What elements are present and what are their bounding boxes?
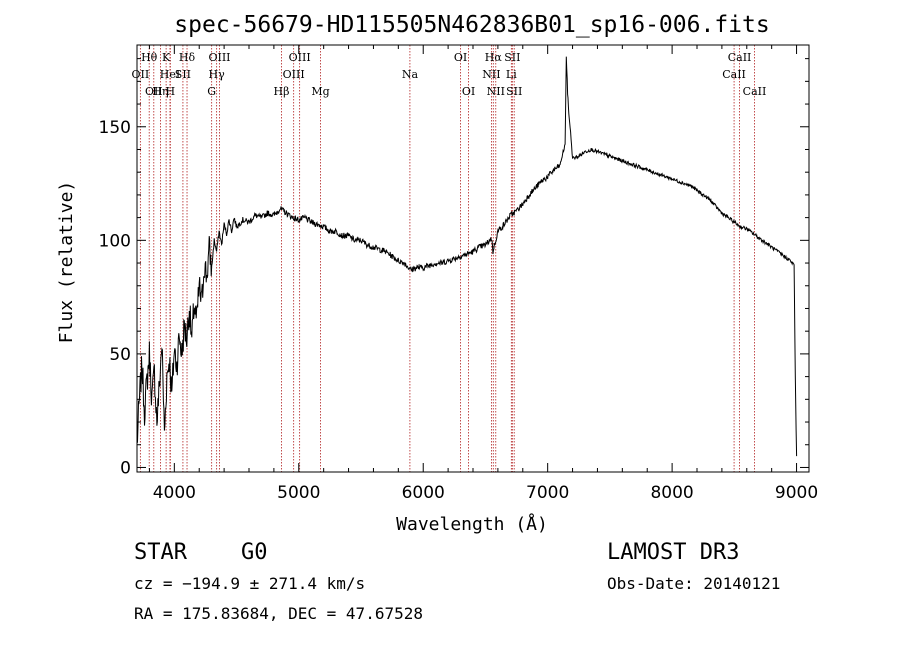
line-label-Li: Li xyxy=(506,68,517,81)
line-label-Mg: Mg xyxy=(311,85,329,98)
redshift-readout: cz = −194.9 ± 271.4 km/s xyxy=(134,574,366,593)
observation-date: Obs-Date: 20140121 xyxy=(607,574,781,593)
line-label-OI-6364: OI xyxy=(462,85,475,98)
line-label-OI-6300: OI xyxy=(454,51,467,64)
y-tick-label: 0 xyxy=(120,458,131,478)
object-class: STAR xyxy=(134,540,187,565)
line-label-HeI: HeI xyxy=(160,68,180,81)
line-label-SII-6716: SII xyxy=(504,51,520,64)
emission-line-markers xyxy=(139,45,755,472)
line-label-H: H xyxy=(166,85,176,98)
line-label-NII-6583: NII xyxy=(487,85,505,98)
x-tick-label: 8000 xyxy=(650,483,693,503)
object-subclass: G0 xyxy=(241,540,268,565)
line-label-SII-6731: SII xyxy=(506,85,522,98)
flux-series-line xyxy=(136,56,798,457)
line-label-OIII-4363: OIII xyxy=(208,51,230,64)
x-tick-label: 5000 xyxy=(277,483,320,503)
x-tick-label: 4000 xyxy=(153,483,196,503)
survey-name: LAMOST DR3 xyxy=(607,540,740,565)
line-label-CaII-8542: CaII xyxy=(728,51,752,64)
line-label-H-theta: Hθ xyxy=(141,51,158,64)
line-label-SII-4069: SII xyxy=(175,68,191,81)
line-label-CaII-8662: CaII xyxy=(743,85,767,98)
line-label-K: K xyxy=(162,51,171,64)
line-label-H-eta: Hη xyxy=(152,85,168,98)
line-label-OII-3835: OII xyxy=(145,85,163,98)
line-label-H-beta: Hβ xyxy=(274,85,290,98)
x-tick-label: 7000 xyxy=(526,483,569,503)
line-label-NII-6548: NII xyxy=(482,68,500,81)
y-axis: 0 50 100 150 xyxy=(99,58,809,478)
line-label-OIII-4959: OIII xyxy=(283,68,305,81)
plot-frame xyxy=(136,44,810,473)
line-label-G: G xyxy=(207,85,216,98)
line-label-H-alpha: Hα xyxy=(485,51,503,64)
y-tick-label: 100 xyxy=(99,231,131,251)
x-tick-label: 9000 xyxy=(775,483,818,503)
line-label-Na: Na xyxy=(402,68,419,81)
y-tick-label: 150 xyxy=(99,118,131,138)
x-axis: 4000 5000 6000 7000 8000 9000 xyxy=(148,45,818,503)
line-label-OII-3727: OII xyxy=(132,68,150,81)
chart-title: spec-56679-HD115505N462836B01_sp16-006.f… xyxy=(174,12,769,38)
coordinates-readout: RA = 175.83684, DEC = 47.67528 xyxy=(134,604,423,623)
line-label-H-delta: Hδ xyxy=(179,51,196,64)
x-tick-label: 6000 xyxy=(402,483,445,503)
line-label-CaII-8498: CaII xyxy=(722,68,746,81)
line-label-H-gamma: Hγ xyxy=(209,68,226,81)
y-axis-label: Flux (relative) xyxy=(56,181,77,344)
y-tick-label: 50 xyxy=(109,345,131,365)
x-axis-label: Wavelength (Å) xyxy=(396,513,548,535)
line-label-OIII-5007: OIII xyxy=(289,51,311,64)
